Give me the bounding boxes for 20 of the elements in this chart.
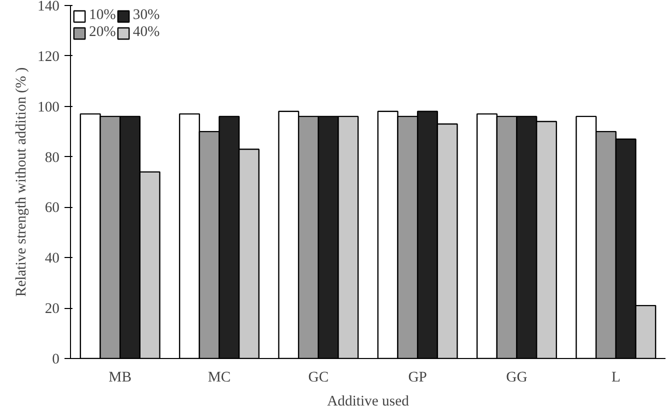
x-tick-label: GP [408, 370, 427, 386]
legend-label: 10% [89, 7, 116, 24]
x-tick-label: L [611, 370, 620, 386]
y-tick-label: 80 [44, 150, 60, 166]
legend-label: 40% [132, 24, 160, 41]
y-tick-label: 60 [44, 200, 60, 216]
x-tick-label: MC [208, 370, 231, 386]
legend-label: 30% [132, 7, 160, 24]
x-axis-title: Additive used [327, 394, 410, 410]
y-axis-title: Relative strength without addition (% ) [14, 67, 30, 297]
y-tick-label: 140 [38, 0, 60, 14]
x-tick-label: GG [506, 370, 528, 386]
y-tick-label: 20 [44, 301, 60, 318]
y-tick-label: 40 [44, 250, 60, 267]
legend-label: 20% [89, 24, 116, 41]
x-tick-label: MB [108, 370, 132, 386]
x-tick-label: GC [308, 370, 329, 386]
y-tick-label: 120 [38, 48, 60, 65]
y-tick-label: 0 [52, 352, 60, 368]
y-tick-label: 100 [38, 99, 60, 116]
